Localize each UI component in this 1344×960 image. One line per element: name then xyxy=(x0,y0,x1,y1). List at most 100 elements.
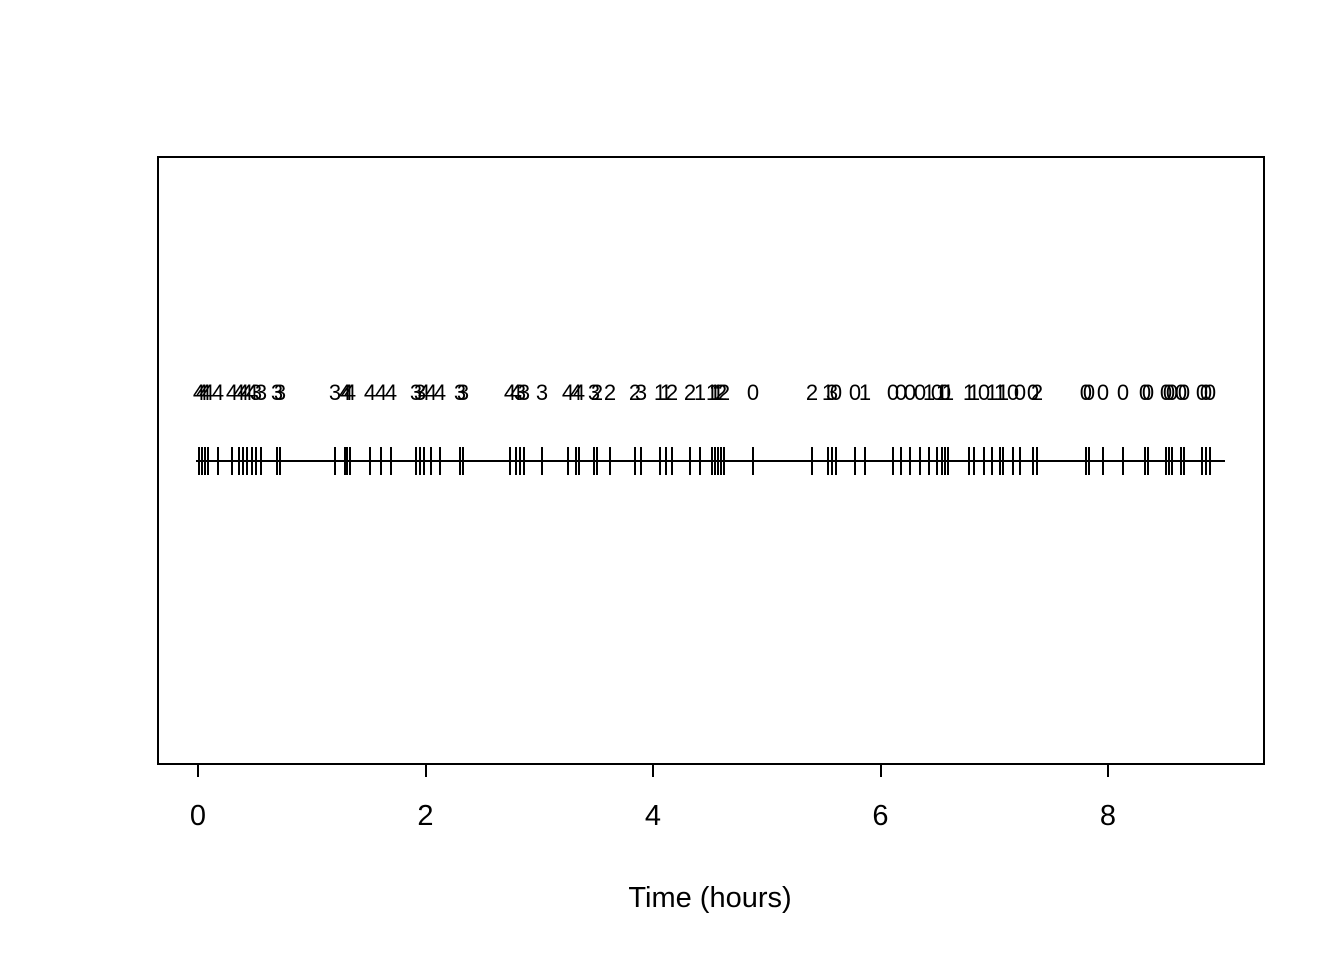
x-axis-tick-label: 8 xyxy=(1099,800,1117,832)
event-mark-label: 0 xyxy=(938,380,952,405)
event-tick xyxy=(1180,447,1183,475)
event-tick xyxy=(414,447,417,475)
timeline-line xyxy=(196,460,1226,462)
event-tick xyxy=(899,447,902,475)
event-mark-label: 2 xyxy=(683,380,697,405)
event-mark-label: 1 xyxy=(858,380,872,405)
event-tick xyxy=(204,447,207,475)
event-tick xyxy=(941,447,944,475)
event-mark-label: 0 xyxy=(1026,380,1040,405)
event-mark-label: 0 xyxy=(746,380,760,405)
event-mark-label: 4 xyxy=(232,380,246,405)
event-tick xyxy=(592,447,595,475)
event-tick xyxy=(659,447,662,475)
event-mark-label: 3 xyxy=(409,380,423,405)
event-mark-label: 4 xyxy=(236,380,250,405)
event-tick xyxy=(927,447,930,475)
event-tick xyxy=(458,447,461,475)
event-tick xyxy=(811,447,814,475)
event-mark-label: 0 xyxy=(1174,380,1188,405)
event-tick xyxy=(713,447,716,475)
event-tick xyxy=(973,447,975,475)
event-tick xyxy=(908,447,911,475)
event-tick xyxy=(999,447,1002,475)
event-tick xyxy=(1101,447,1104,475)
event-mark-label: 0 xyxy=(1165,380,1179,405)
event-mark-label: 4 xyxy=(245,380,259,405)
event-tick xyxy=(1012,447,1015,475)
event-mark-label: 3 xyxy=(825,380,839,405)
event-tick xyxy=(720,447,723,475)
event-tick xyxy=(1171,447,1174,475)
event-mark-label: 0 xyxy=(1006,380,1020,405)
event-tick xyxy=(333,447,336,475)
event-tick xyxy=(835,447,838,475)
event-tick xyxy=(279,447,281,475)
event-tick xyxy=(716,447,719,475)
x-axis-tick xyxy=(1107,763,1109,777)
event-tick xyxy=(1002,447,1004,475)
event-mark-label: 3 xyxy=(634,380,648,405)
event-tick xyxy=(200,447,203,475)
event-tick xyxy=(1205,447,1208,475)
event-tick xyxy=(640,447,643,475)
event-mark-label: 3 xyxy=(587,380,601,405)
x-axis-title: Time (hours) xyxy=(628,882,792,914)
event-mark-label: 4 xyxy=(503,380,517,405)
x-axis-tick xyxy=(424,763,427,777)
event-mark-label: 3 xyxy=(413,380,427,405)
event-mark-label: 0 xyxy=(903,380,917,405)
event-tick xyxy=(983,447,985,475)
event-mark-label: 0 xyxy=(894,380,908,405)
event-tick xyxy=(231,447,233,475)
event-mark-label: 1 xyxy=(935,380,949,405)
event-tick xyxy=(936,447,939,475)
event-mark-label: 2 xyxy=(1030,380,1044,405)
x-axis-tick xyxy=(197,763,199,777)
event-tick xyxy=(577,447,580,475)
event-tick xyxy=(1018,447,1021,475)
event-tick xyxy=(523,447,525,475)
event-tick xyxy=(688,447,691,475)
event-tick xyxy=(751,447,754,475)
event-mark-label: 4 xyxy=(561,380,575,405)
event-tick xyxy=(462,447,465,475)
x-axis-tick-label: 4 xyxy=(644,800,662,832)
event-mark-label: 4 xyxy=(572,380,586,405)
event-tick xyxy=(854,447,857,475)
event-mark-label: 0 xyxy=(913,380,927,405)
event-mark-label: 3 xyxy=(270,380,284,405)
event-tick xyxy=(1036,447,1039,475)
event-tick xyxy=(217,447,220,475)
event-mark-label: 1 xyxy=(922,380,936,405)
event-tick xyxy=(664,447,667,475)
event-tick xyxy=(1122,447,1124,475)
event-tick xyxy=(419,447,422,475)
event-mark-label: 4 xyxy=(509,380,523,405)
event-tick xyxy=(596,447,599,475)
event-mark-label: 0 xyxy=(930,380,944,405)
event-mark-label: 0 xyxy=(1138,380,1152,405)
event-tick xyxy=(242,447,245,475)
event-tick xyxy=(348,447,351,475)
event-tick xyxy=(429,447,432,475)
event-mark-label: 4 xyxy=(363,380,377,405)
event-mark-label: 3 xyxy=(517,380,531,405)
event-tick xyxy=(275,447,278,475)
event-tick xyxy=(946,447,949,475)
x-axis-tick xyxy=(879,763,882,777)
event-mark-label: 0 xyxy=(1096,380,1110,405)
event-mark-label: 0 xyxy=(1013,380,1027,405)
event-tick xyxy=(634,447,637,475)
event-mark-label: 4 xyxy=(343,380,357,405)
event-mark-label: 1 xyxy=(693,380,707,405)
event-mark-label: 1 xyxy=(659,380,673,405)
event-tick xyxy=(567,447,570,475)
event-mark-label: 2 xyxy=(628,380,642,405)
event-mark-label: 2 xyxy=(714,380,728,405)
event-mark-label: 1 xyxy=(962,380,976,405)
event-mark-label: 1 xyxy=(993,380,1007,405)
event-mark-label: 1 xyxy=(711,380,725,405)
event-tick xyxy=(1182,447,1185,475)
